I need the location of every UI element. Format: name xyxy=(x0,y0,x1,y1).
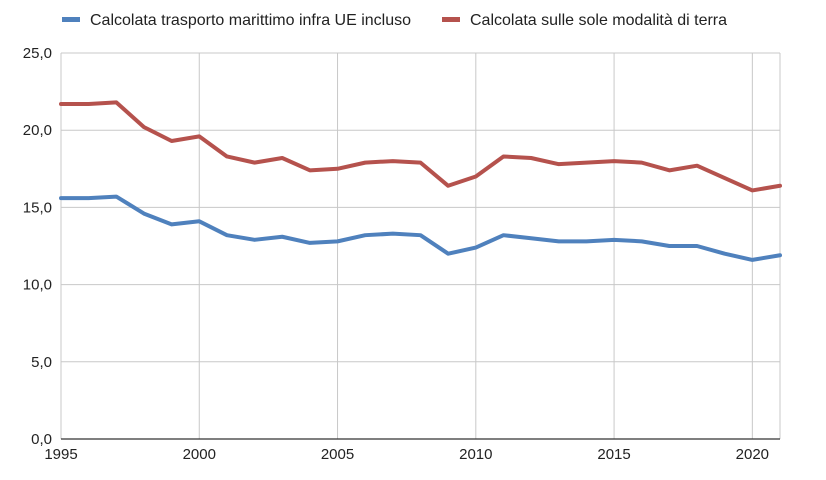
y-tick-label: 5,0 xyxy=(31,354,52,371)
data-point xyxy=(557,239,561,243)
data-point xyxy=(750,258,754,262)
data-point xyxy=(253,238,257,242)
data-point xyxy=(197,219,201,223)
data-point xyxy=(584,239,588,243)
legend-item-1: Calcolata trasporto marittimo infra UE i… xyxy=(62,12,411,29)
x-tick-label: 2015 xyxy=(597,446,630,463)
data-point xyxy=(280,156,284,160)
data-point xyxy=(391,159,395,163)
data-point xyxy=(142,125,146,129)
data-point xyxy=(501,233,505,237)
data-point xyxy=(308,241,312,245)
data-point xyxy=(557,162,561,166)
data-point xyxy=(723,252,727,256)
y-tick-label: 20,0 xyxy=(23,122,52,139)
data-point xyxy=(225,154,229,158)
data-point xyxy=(114,100,118,104)
data-point xyxy=(584,161,588,165)
y-tick-label: 0,0 xyxy=(31,431,52,448)
data-point xyxy=(114,195,118,199)
y-tick-label: 10,0 xyxy=(23,277,52,294)
legend: Calcolata trasporto marittimo infra UE i… xyxy=(62,12,727,29)
data-point xyxy=(170,222,174,226)
data-point xyxy=(419,233,423,237)
data-point xyxy=(778,184,782,188)
data-point xyxy=(253,161,257,165)
data-point xyxy=(750,188,754,192)
series-line-2 xyxy=(59,100,782,193)
data-point xyxy=(501,154,505,158)
legend-label: Calcolata trasporto marittimo infra UE i… xyxy=(90,12,411,29)
data-point xyxy=(363,161,367,165)
data-point xyxy=(280,235,284,239)
legend-label: Calcolata sulle sole modalità di terra xyxy=(470,12,727,29)
series-lines xyxy=(59,100,782,262)
data-point xyxy=(170,139,174,143)
data-point xyxy=(336,167,340,171)
legend-swatch xyxy=(62,17,80,22)
data-point xyxy=(667,168,671,172)
data-point xyxy=(87,196,91,200)
data-point xyxy=(419,161,423,165)
data-point xyxy=(59,102,63,106)
data-point xyxy=(391,232,395,236)
legend-item-2: Calcolata sulle sole modalità di terra xyxy=(442,12,727,29)
data-point xyxy=(529,156,533,160)
data-point xyxy=(778,253,782,257)
data-point xyxy=(695,164,699,168)
data-point xyxy=(612,238,616,242)
x-tick-label: 2005 xyxy=(321,446,354,463)
grid xyxy=(60,52,781,440)
axes: 0,0 5,0 10,0 15,0 20,0 25,0 1995 2000 2005 2010 20… xyxy=(23,45,780,463)
data-point xyxy=(474,246,478,250)
x-tick-label: 1995 xyxy=(44,446,77,463)
series-line-1 xyxy=(59,194,782,262)
data-point xyxy=(87,102,91,106)
data-point xyxy=(197,134,201,138)
data-point xyxy=(612,159,616,163)
legend-swatch xyxy=(442,17,460,22)
data-point xyxy=(446,252,450,256)
data-point xyxy=(225,233,229,237)
y-tick-label: 25,0 xyxy=(23,45,52,62)
data-point xyxy=(142,212,146,216)
data-point xyxy=(446,184,450,188)
data-point xyxy=(640,239,644,243)
data-point xyxy=(695,244,699,248)
data-point xyxy=(363,233,367,237)
data-point xyxy=(667,244,671,248)
data-point xyxy=(308,168,312,172)
data-point xyxy=(529,236,533,240)
data-point xyxy=(474,175,478,179)
y-tick-label: 15,0 xyxy=(23,199,52,216)
data-point xyxy=(59,196,63,200)
data-point xyxy=(336,239,340,243)
x-tick-label: 2010 xyxy=(459,446,492,463)
data-point xyxy=(723,176,727,180)
x-tick-label: 2020 xyxy=(736,446,769,463)
x-tick-label: 2000 xyxy=(183,446,216,463)
data-point xyxy=(640,161,644,165)
